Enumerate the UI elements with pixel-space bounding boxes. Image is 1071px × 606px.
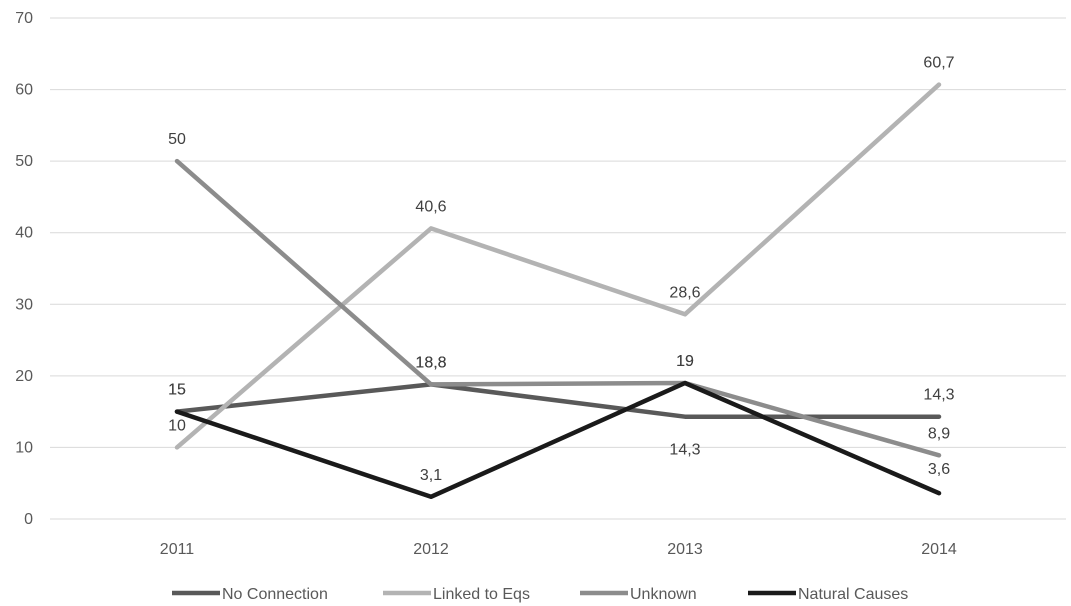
series-line — [174, 380, 942, 500]
legend-label: Linked to Eqs — [433, 586, 530, 603]
series-line — [174, 382, 942, 419]
data-label: 60,7 — [923, 55, 954, 72]
data-label: 3,6 — [928, 461, 950, 478]
data-label: 14,3 — [923, 387, 954, 404]
y-tick-label: 50 — [15, 153, 33, 170]
x-tick-label: 2011 — [160, 541, 195, 558]
series-lines — [174, 82, 942, 500]
y-tick-label: 60 — [15, 82, 33, 99]
data-label: 19 — [676, 353, 694, 370]
y-tick-label: 0 — [24, 511, 33, 528]
legend-label: Natural Causes — [798, 586, 908, 603]
data-label: 10 — [168, 417, 186, 434]
data-label: 15 — [168, 382, 186, 399]
data-label: 8,9 — [928, 425, 950, 442]
data-label: 28,6 — [669, 284, 700, 301]
legend-label: Unknown — [630, 586, 697, 603]
data-label: 15 — [168, 382, 186, 399]
legend: No Connection Linked to Eqs Unknown Natural… — [172, 586, 908, 603]
x-axis-ticks: 2011 2012 2013 2014 — [160, 541, 957, 558]
legend-label: No Connection — [222, 586, 328, 603]
x-tick-label: 2013 — [667, 541, 703, 558]
y-tick-label: 30 — [15, 296, 33, 313]
x-tick-label: 2012 — [413, 541, 449, 558]
data-label: 19 — [676, 353, 694, 370]
x-tick-label: 2014 — [921, 541, 957, 558]
y-axis-ticks: 0 10 20 30 40 50 60 70 — [15, 10, 33, 528]
gridlines — [50, 17, 1066, 520]
series-line — [174, 82, 942, 450]
data-label: 18,8 — [415, 354, 446, 371]
series-line — [174, 158, 942, 458]
y-tick-label: 70 — [15, 10, 33, 27]
data-label: 40,6 — [415, 198, 446, 215]
data-label: 50 — [168, 131, 186, 148]
data-label: 14,3 — [669, 442, 700, 459]
data-label: 3,1 — [420, 467, 442, 484]
y-tick-label: 40 — [15, 225, 33, 242]
y-tick-label: 20 — [15, 368, 33, 385]
data-label: 18,8 — [415, 354, 446, 371]
y-tick-label: 10 — [15, 439, 33, 456]
